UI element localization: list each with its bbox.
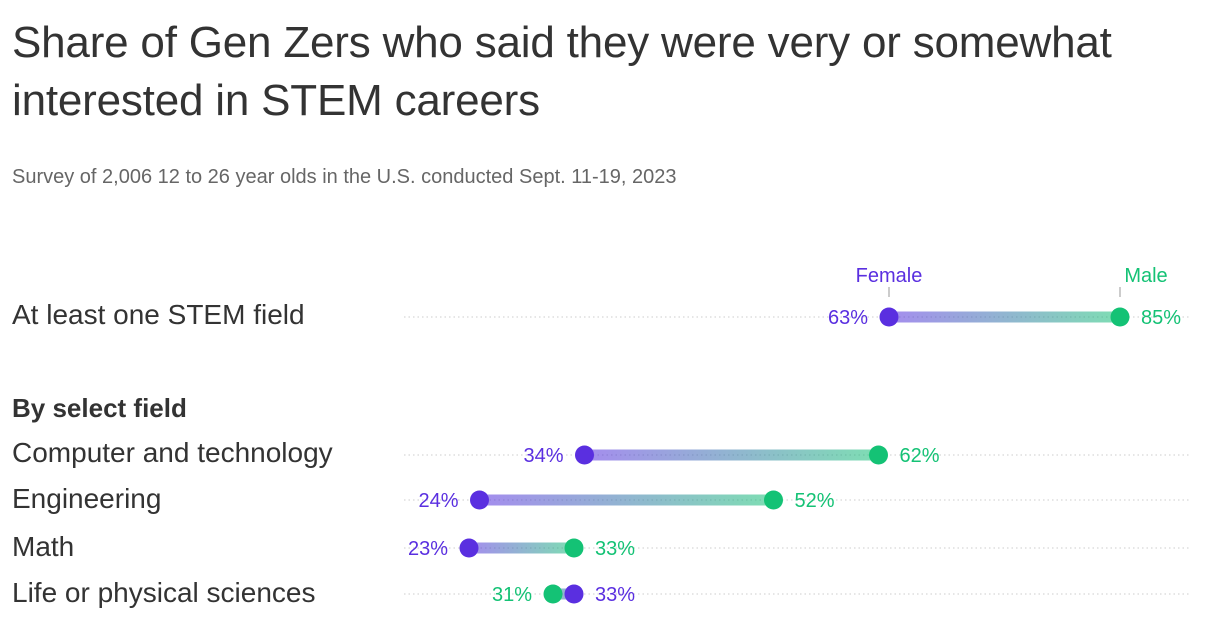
legend-male: Male — [1124, 265, 1167, 287]
female-value-label: 34% — [523, 445, 563, 467]
section-label-by-field: By select field — [12, 393, 187, 423]
male-dot — [543, 584, 563, 604]
legend: Female Male — [856, 265, 1168, 297]
dumbbell-row-2: 24% 52% — [404, 490, 1190, 512]
row-label-engineering: Engineering — [12, 483, 162, 514]
legend-female: Female — [856, 265, 923, 287]
dumbbell-row-1: 34% 62% — [404, 445, 1190, 467]
male-value-label: 52% — [795, 490, 835, 512]
female-value-label: 24% — [418, 490, 458, 512]
dumbbell-row-3: 23% 33% — [404, 538, 1190, 560]
chart-subtitle: Survey of 2,006 12 to 26 year olds in th… — [12, 166, 677, 188]
row-label-life-sciences: Life or physical sciences — [12, 577, 316, 608]
female-value-label: 33% — [595, 584, 635, 606]
male-dot — [1110, 307, 1130, 327]
male-value-label: 62% — [900, 445, 940, 467]
male-value-label: 31% — [492, 584, 532, 606]
female-dot — [470, 490, 489, 510]
female-dot — [879, 307, 899, 327]
female-dot — [459, 538, 479, 558]
row-label-computer: Computer and technology — [12, 437, 333, 468]
male-dot — [764, 490, 783, 510]
female-dot — [575, 445, 594, 465]
dumbbell-row-0: 63% 85% — [404, 307, 1190, 329]
male-dot — [564, 538, 584, 558]
chart-title: Share of Gen Zers who said they were ver… — [12, 18, 1112, 125]
female-value-label: 23% — [408, 538, 448, 560]
male-value-label: 33% — [595, 538, 635, 560]
dumbbell-row-4: 31% 33% — [404, 584, 1190, 606]
male-dot — [869, 445, 888, 465]
female-value-label: 63% — [828, 307, 868, 329]
female-dot — [564, 584, 584, 604]
male-value-label: 85% — [1141, 307, 1181, 329]
row-label-at-least-one: At least one STEM field — [12, 299, 305, 330]
row-label-math: Math — [12, 531, 75, 562]
